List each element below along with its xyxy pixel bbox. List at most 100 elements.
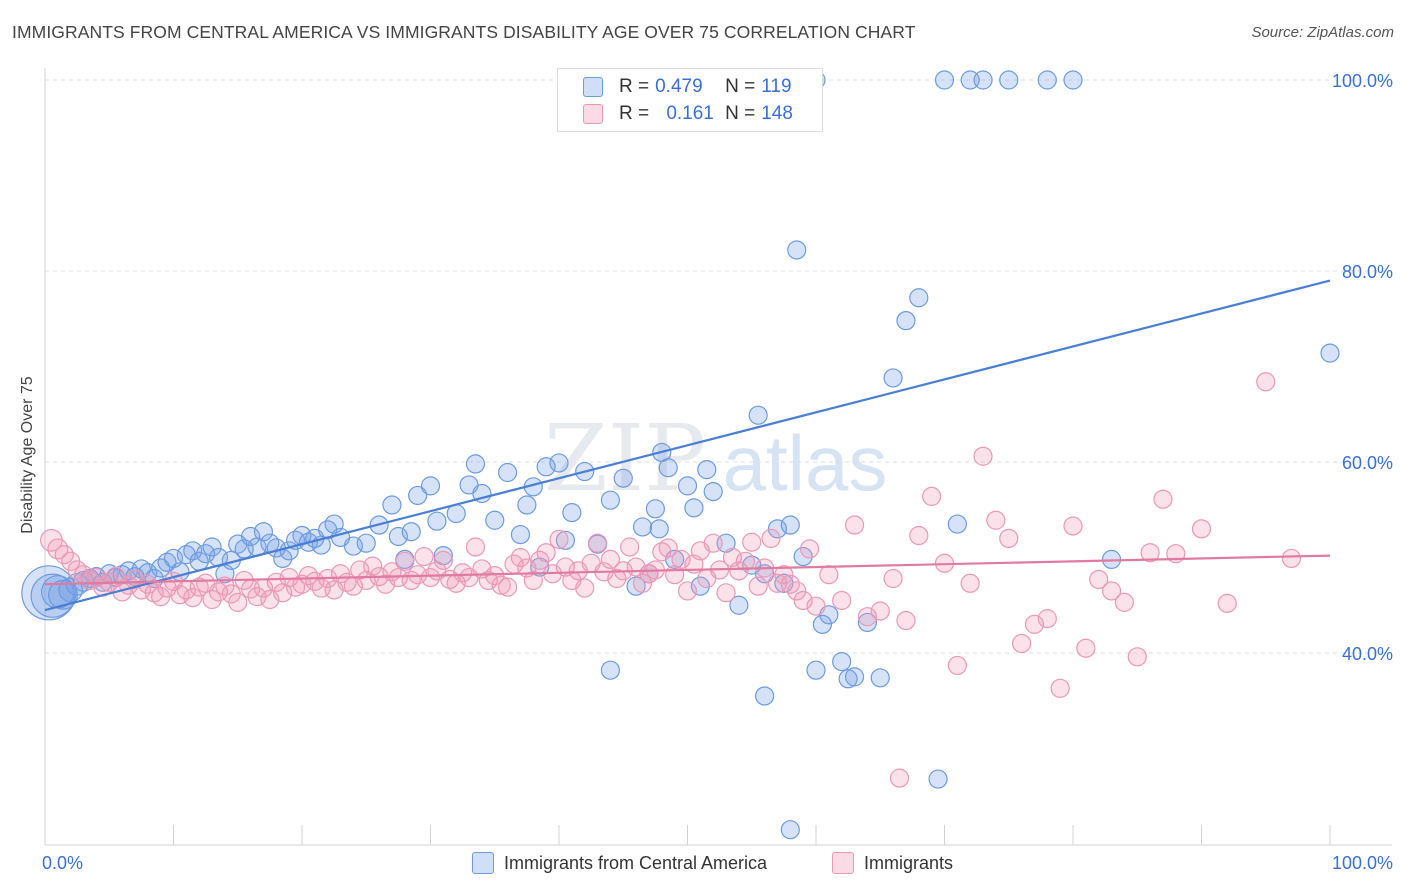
legend-n-label: N = [725, 103, 756, 124]
data-point-central-america [420, 476, 441, 496]
data-point-central-america [1037, 70, 1057, 90]
data-point-immigrants [1037, 609, 1057, 629]
trend-line-central-america [44, 279, 1331, 612]
data-point-immigrants [549, 529, 569, 549]
data-point-immigrants [819, 565, 839, 585]
data-point-immigrants [1101, 581, 1122, 601]
data-point-central-america [844, 667, 865, 687]
data-point-central-america [600, 660, 621, 680]
data-point-central-america [780, 515, 800, 535]
data-point-central-america [754, 686, 775, 706]
data-point-immigrants [1063, 516, 1083, 536]
legend-r-label: R = [619, 76, 650, 97]
data-point-central-america [241, 526, 261, 547]
data-point-central-america [883, 368, 903, 388]
data-point-central-america [793, 546, 813, 567]
data-point-immigrants [1153, 489, 1173, 509]
data-point-immigrants [414, 546, 434, 567]
data-point-immigrants [658, 538, 678, 558]
data-point-central-america [909, 288, 929, 308]
data-point-immigrants [395, 551, 415, 571]
data-point-central-america [767, 519, 788, 539]
data-point-immigrants [536, 543, 556, 563]
chart-title: IMMIGRANTS FROM CENTRAL AMERICA VS IMMIG… [12, 22, 916, 42]
legend-row-central-america: R = 0.479 N = 119 [583, 75, 792, 99]
data-point-immigrants [671, 549, 691, 570]
data-point-central-america [555, 530, 576, 550]
axes [44, 68, 1392, 846]
data-point-central-america [806, 660, 826, 680]
legend-n-label: N = [725, 76, 756, 97]
data-point-immigrants [729, 561, 749, 581]
data-point-central-america [748, 405, 768, 425]
data-point-immigrants [465, 537, 486, 557]
data-point-central-america [465, 454, 486, 474]
data-point-central-america [645, 499, 665, 519]
trend-line-immigrants [44, 554, 1331, 586]
data-point-central-america [870, 668, 890, 688]
bottom-legend-swatch-blue [472, 852, 494, 874]
data-point-immigrants [1140, 543, 1160, 563]
data-point-immigrants [960, 573, 980, 593]
legend-swatch-blue [583, 77, 603, 97]
data-point-immigrants [1050, 678, 1070, 698]
bottom-legend-label: Immigrants [864, 852, 954, 873]
data-point-central-america [485, 510, 505, 530]
data-point-immigrants [986, 510, 1006, 530]
data-point-immigrants [889, 768, 910, 788]
data-point-immigrants [1281, 548, 1302, 569]
data-point-immigrants [587, 533, 608, 553]
y-tick-label: 40.0% [1342, 644, 1393, 664]
data-point-immigrants [1089, 569, 1109, 590]
data-point-immigrants [1011, 633, 1032, 654]
data-point-immigrants [620, 537, 640, 557]
data-point-central-america [632, 517, 653, 537]
data-point-central-america [253, 522, 274, 542]
data-point-central-america [401, 522, 421, 542]
x-tick-label: 0.0% [42, 853, 83, 873]
legend-r-label: R = [619, 103, 650, 124]
data-point-central-america [787, 240, 807, 260]
data-point-central-america [600, 490, 621, 510]
data-point-immigrants [266, 572, 286, 592]
data-point-immigrants [774, 565, 794, 585]
tick-labels: 40.0% 60.0% 80.0% 100.0% 0.0% 100.0% [42, 71, 1393, 873]
data-point-immigrants [677, 581, 698, 601]
data-point-central-america [510, 524, 531, 545]
source-label: Source: ZipAtlas.com [1251, 24, 1394, 41]
data-point-central-america [649, 519, 669, 539]
data-point-central-america [832, 651, 852, 672]
data-point-central-america [498, 462, 518, 483]
data-point-central-america [999, 70, 1019, 90]
data-point-central-america [703, 482, 723, 502]
data-point-central-america [549, 453, 569, 473]
data-point-immigrants [870, 601, 890, 621]
data-point-immigrants [735, 551, 755, 571]
data-point-immigrants [433, 550, 453, 570]
data-point-central-america [1063, 70, 1083, 90]
data-point-central-america [658, 458, 678, 478]
data-point-central-america [928, 769, 948, 789]
legend-n-value: 119 [761, 76, 792, 97]
data-point-immigrants [742, 532, 762, 552]
data-point-central-america [857, 612, 878, 633]
data-point-central-america [408, 485, 428, 506]
data-point-immigrants [1076, 638, 1096, 658]
data-point-immigrants [485, 566, 505, 586]
data-point-immigrants [202, 589, 222, 610]
data-point-immigrants [909, 525, 929, 546]
data-point-central-america [947, 514, 967, 534]
bottom-legend-label: Immigrants from Central America [504, 852, 768, 873]
y-tick-label: 80.0% [1342, 262, 1393, 282]
y-tick-label: 60.0% [1342, 453, 1393, 473]
data-point-central-america [812, 614, 833, 634]
legend: R = 0.479 N = 119 R = 0.161 N = 148 [557, 68, 823, 132]
data-point-immigrants [632, 573, 653, 593]
bottom-legend-central-america: Immigrants from Central America [472, 852, 767, 874]
data-point-immigrants [973, 446, 993, 466]
data-point-central-america [1320, 343, 1340, 363]
grid-lines [45, 79, 1392, 654]
data-point-central-america [388, 526, 408, 547]
data-point-immigrants [832, 590, 852, 611]
data-point-central-america [896, 311, 916, 331]
